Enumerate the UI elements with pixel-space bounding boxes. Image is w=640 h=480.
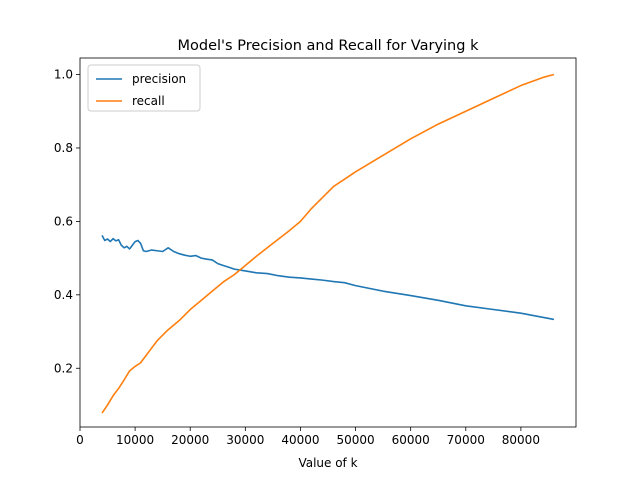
x-tick-label: 30000 — [226, 433, 264, 447]
legend: precision recall — [87, 64, 201, 112]
legend-label-precision: precision — [132, 72, 186, 86]
legend-box — [87, 64, 201, 112]
x-tick-label: 60000 — [392, 433, 430, 447]
x-tick-label: 50000 — [336, 433, 374, 447]
x-axis: 0 10000 20000 30000 40000 50000 60000 70000 8000… — [76, 427, 540, 447]
x-tick-label: 80000 — [502, 433, 540, 447]
y-tick-label: 1.0 — [54, 68, 73, 82]
y-axis: 0.2 0.4 0.6 0.8 1.0 — [54, 68, 80, 375]
series-line-precision — [101, 234, 555, 321]
y-tick-label: 0.6 — [54, 214, 73, 228]
series-layer — [101, 73, 555, 414]
x-tick-label: 20000 — [171, 433, 209, 447]
chart-title: Model's Precision and Recall for Varying… — [178, 38, 480, 54]
x-axis-label: Value of k — [298, 456, 357, 470]
x-tick-label: 0 — [76, 433, 84, 447]
y-tick-label: 0.4 — [54, 288, 73, 302]
x-tick-label: 40000 — [281, 433, 319, 447]
plot-frame — [79, 57, 577, 428]
series-line-recall — [101, 73, 555, 414]
legend-label-recall: recall — [132, 94, 165, 108]
x-tick-label: 70000 — [447, 433, 485, 447]
x-tick-label: 10000 — [116, 433, 154, 447]
y-tick-label: 0.8 — [54, 141, 73, 155]
plot-area — [79, 57, 577, 428]
y-tick-label: 0.2 — [54, 361, 73, 375]
